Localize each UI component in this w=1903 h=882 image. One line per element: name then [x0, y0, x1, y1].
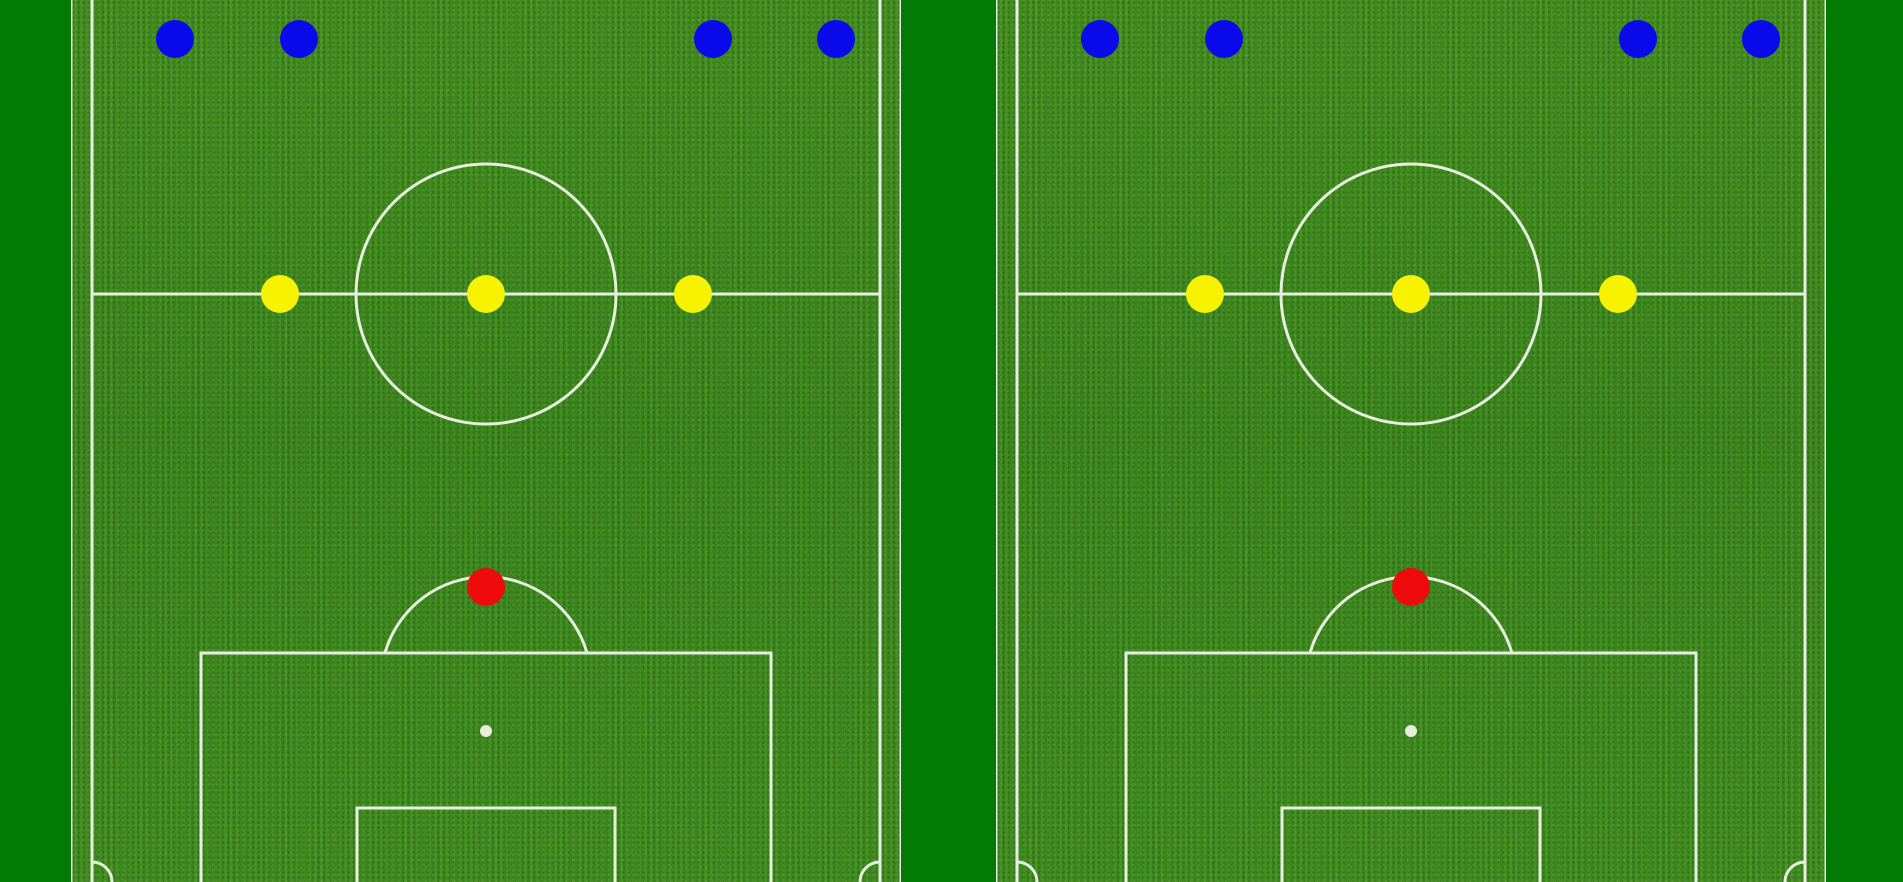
pitch-right — [996, 0, 1826, 882]
corner-arc-right — [1783, 860, 1806, 882]
goalkeeper-player[interactable] — [1392, 568, 1430, 606]
attacker-player[interactable] — [817, 20, 855, 58]
penalty-spot — [1405, 725, 1417, 737]
midfielder-player[interactable] — [1392, 275, 1430, 313]
attacker-player[interactable] — [156, 20, 194, 58]
center-circle — [354, 162, 618, 426]
attacker-player[interactable] — [694, 20, 732, 58]
corner-arc-left — [91, 860, 114, 882]
center-circle — [1279, 162, 1543, 426]
pitch-markings — [71, 0, 901, 882]
corner-arc-right — [858, 860, 881, 882]
midfielder-player[interactable] — [467, 275, 505, 313]
attacker-player[interactable] — [280, 20, 318, 58]
goalkeeper-player[interactable] — [467, 568, 505, 606]
attacker-player[interactable] — [1619, 20, 1657, 58]
attacker-player[interactable] — [1081, 20, 1119, 58]
penalty-spot — [480, 725, 492, 737]
midfielder-player[interactable] — [1599, 275, 1637, 313]
midfielder-player[interactable] — [1186, 275, 1224, 313]
penalty-box — [199, 651, 773, 882]
attacker-player[interactable] — [1205, 20, 1243, 58]
attacker-player[interactable] — [1742, 20, 1780, 58]
pitch-markings — [996, 0, 1826, 882]
penalty-box — [1124, 651, 1698, 882]
goal-box — [355, 806, 617, 882]
corner-arc-left — [1016, 860, 1039, 882]
midfielder-player[interactable] — [261, 275, 299, 313]
midfielder-player[interactable] — [674, 275, 712, 313]
pitch-left — [71, 0, 901, 882]
goal-box — [1280, 806, 1542, 882]
